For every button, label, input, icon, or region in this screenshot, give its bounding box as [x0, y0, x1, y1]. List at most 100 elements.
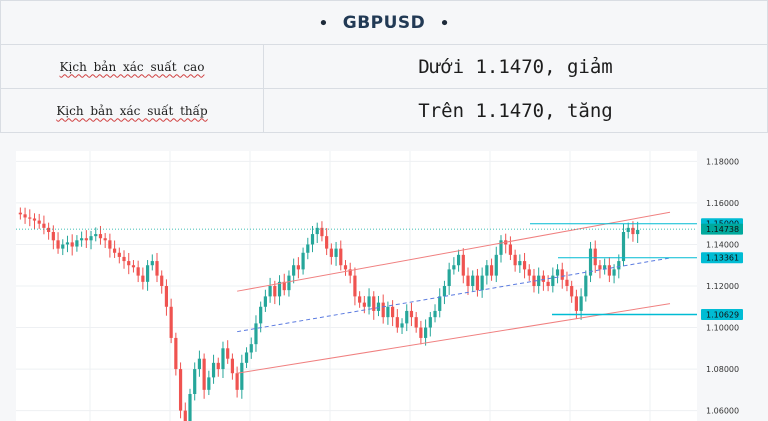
candle-body [395, 317, 399, 328]
candle-body [603, 265, 607, 270]
candle-body [522, 261, 527, 270]
symbol-title: GBPUSD [342, 13, 426, 33]
candle-body [579, 296, 583, 311]
scenario-label-low: Kịch bản xác suất thấp [0, 88, 264, 133]
price-label-box [701, 252, 743, 264]
price-label: 1.14738 [706, 225, 739, 234]
candle-body [452, 265, 456, 270]
y-tick-label: 1.12000 [706, 282, 739, 291]
candle-body [193, 369, 197, 394]
candle-body [32, 218, 37, 221]
candle-body [127, 261, 131, 266]
price-label: 1.10629 [706, 310, 739, 319]
candle-body [108, 240, 112, 249]
candle-body [202, 358, 206, 390]
candle-body [518, 261, 522, 266]
y-tick-label: 1.06000 [706, 407, 739, 416]
candle-body [141, 275, 145, 282]
candle-body [334, 248, 338, 257]
candle-body [122, 256, 126, 262]
candle-body [310, 234, 315, 245]
price-label: 1.13361 [706, 254, 739, 263]
y-tick-label: 1.10000 [706, 324, 739, 333]
candle-body [306, 244, 310, 253]
candle-body [376, 302, 381, 311]
candle-body [226, 348, 230, 359]
candle-body [282, 281, 286, 291]
candle-body [61, 244, 65, 249]
candle-body [555, 269, 560, 276]
candle-body [164, 286, 169, 307]
candle-body [136, 267, 140, 276]
candle-body [626, 227, 630, 232]
candle-body [607, 265, 611, 276]
candle-body [372, 296, 376, 311]
candle-body [207, 377, 211, 390]
candle-body [537, 275, 541, 286]
candle-body [617, 261, 621, 270]
candle-body [494, 254, 498, 276]
candle-body [560, 269, 564, 280]
candle-body [593, 248, 597, 266]
candle-body [263, 296, 267, 307]
candle-body [56, 240, 60, 249]
candle-body [551, 275, 555, 286]
candle-body [447, 269, 451, 286]
candle-body [485, 265, 489, 276]
candle-body [409, 310, 414, 318]
candle-body [428, 317, 432, 328]
candle-body [381, 302, 385, 318]
candle-body [405, 310, 409, 324]
candle-body [155, 261, 159, 276]
candle-body [475, 275, 480, 291]
candle-body [259, 306, 263, 324]
candle-body [541, 275, 546, 282]
scenario-row-high: Kịch bản xác suất cao Dưới 1.1470, giảm [0, 44, 768, 89]
candle-body [235, 373, 239, 390]
candle-body [75, 240, 79, 247]
candle-body [268, 286, 272, 297]
candle-body [47, 227, 51, 232]
candle-body [320, 227, 324, 237]
scenario-row-low: Kịch bản xác suất thấp Trên 1.1470, tăng [0, 88, 768, 133]
scenario-value-low: Trên 1.1470, tăng [263, 88, 768, 133]
y-tick-label: 1.08000 [706, 365, 739, 374]
candle-body [461, 254, 465, 276]
candle-body [343, 265, 348, 270]
candle-body [386, 306, 390, 318]
candle-body [513, 254, 517, 266]
candle-body [414, 317, 418, 328]
y-tick-label: 1.16000 [706, 199, 739, 208]
candle-body [23, 214, 27, 218]
candle-body [570, 286, 574, 297]
candle-body [42, 223, 46, 228]
candle-body [329, 248, 333, 257]
candle-body [249, 344, 253, 353]
candle-body [145, 265, 150, 282]
candle-body [287, 275, 291, 291]
bullet-right: • [439, 12, 450, 34]
candle-body [348, 269, 352, 276]
candle-body [489, 265, 494, 276]
candle-body [438, 296, 442, 311]
candle-body [367, 296, 371, 307]
candle-body [565, 279, 569, 286]
candle-body [211, 362, 216, 378]
candle-body [584, 275, 588, 297]
title-bar: • GBPUSD • [0, 0, 768, 46]
candle-body [240, 362, 244, 390]
candle-body [466, 275, 470, 286]
candle-body [419, 327, 423, 338]
candle-body [244, 352, 249, 363]
scenario-label-high: Kịch bản xác suất cao [0, 44, 264, 89]
candle-body [80, 238, 84, 241]
candle-body [301, 252, 305, 270]
candle-body [499, 240, 503, 255]
scenario-value-high: Dưới 1.1470, giảm [263, 44, 768, 89]
candle-body [292, 265, 296, 276]
candle-body [621, 232, 626, 262]
candle-body [70, 242, 74, 247]
candle-body [18, 212, 22, 215]
chart-area: 1.18000 1.16000 1.14000 1.12000 1.10000 1.080… [0, 132, 768, 421]
candle-body [37, 220, 41, 224]
